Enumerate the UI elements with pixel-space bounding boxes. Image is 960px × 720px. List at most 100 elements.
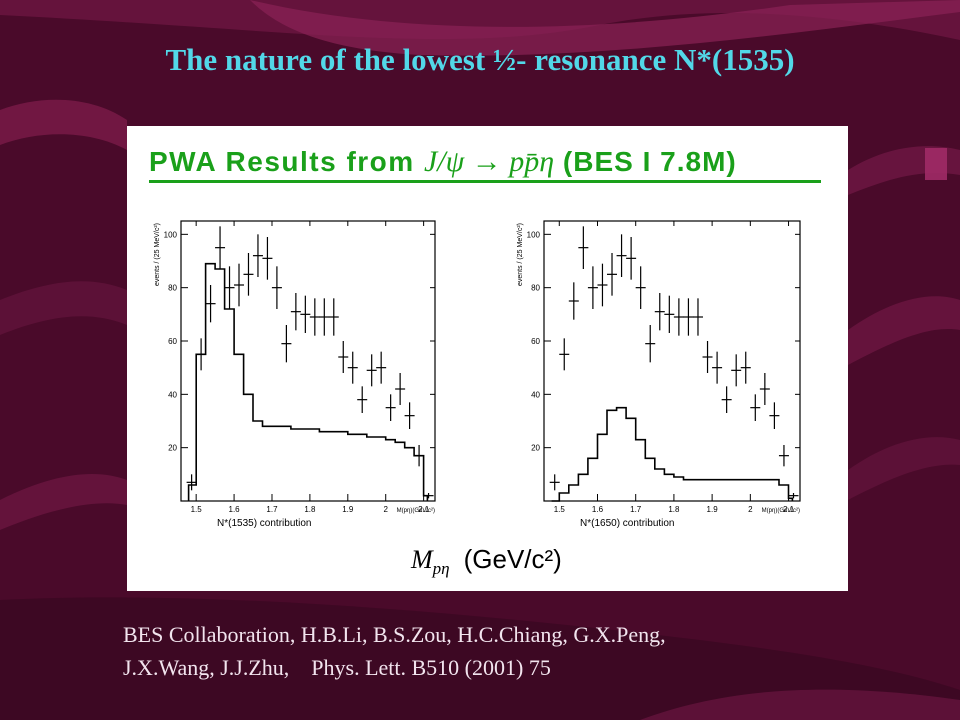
x-tick-label: 1.6 [592, 505, 604, 514]
y-axis-label: events / (25 MeV/c²) [154, 223, 161, 286]
figure-title: PWA Results from J/ψ → pp̄η (BES I 7.8M) [149, 145, 737, 178]
data-point [673, 298, 684, 336]
plots-group: 1.5 1.6 1.7 1.8 1.9 2 2.1 20 40 60 80 100 N*(1535) c… [154, 220, 801, 529]
data-point [300, 295, 311, 333]
data-point [654, 293, 665, 331]
data-point [769, 402, 780, 429]
data-point [635, 266, 646, 309]
y-tick-label: 100 [164, 230, 178, 239]
data-point [664, 295, 675, 333]
data-point [262, 237, 273, 280]
x-axis-label-right: M(pη)(GeV/c²) [762, 508, 800, 514]
data-point [309, 298, 320, 336]
data-point [205, 285, 216, 323]
data-point [357, 386, 368, 413]
shared-xlabel-subscript: pη [432, 559, 450, 578]
citation: BES Collaboration, H.B.Li, B.S.Zou, H.C.… [123, 618, 923, 684]
data-point [626, 237, 637, 280]
shared-xlabel-unit: (GeV/c²) [464, 544, 562, 574]
data-point [395, 373, 406, 405]
data-point [702, 341, 713, 373]
y-tick-label: 100 [527, 230, 541, 239]
x-tick-label: 1.9 [707, 505, 719, 514]
figure-title-suffix: (BES I 7.8M) [554, 146, 737, 177]
fit-histogram [551, 406, 794, 502]
plot-frame [180, 220, 436, 502]
figure-title-prefix: PWA Results from [149, 146, 424, 177]
x-tick-label: 1.8 [304, 505, 316, 514]
plot-frame [543, 220, 801, 502]
data-point [692, 298, 703, 336]
data-point [366, 354, 377, 387]
data-point [234, 263, 245, 307]
data-point [587, 266, 598, 309]
data-point [319, 298, 330, 336]
data-point [607, 253, 618, 296]
data-point [243, 253, 254, 296]
x-tick-label: 2.1 [418, 505, 430, 514]
x-tick-label: 1.5 [554, 505, 566, 514]
data-point [740, 351, 751, 384]
y-tick-label: 40 [168, 390, 177, 399]
data-point [376, 351, 387, 384]
data-point [385, 394, 396, 421]
data-point [271, 266, 282, 309]
figure-title-rule [149, 180, 821, 183]
x-tick-label: 1.7 [266, 505, 278, 514]
pwa-figure: PWA Results from J/ψ → pp̄η (BES I 7.8M)… [149, 145, 821, 578]
shared-xlabel-symbol: M [410, 545, 434, 574]
y-tick-label: 80 [168, 284, 177, 293]
fit-histogram [187, 262, 429, 501]
data-point [328, 298, 339, 336]
data-point [731, 354, 742, 387]
data-point [616, 234, 627, 277]
data-point [788, 493, 799, 499]
chart-1: 1.5 1.6 1.7 1.8 1.9 2 2.1 20 40 60 80 100 N*(1535) c… [154, 220, 436, 529]
figure-title-reaction: J/ψ → pp̄η [424, 145, 554, 178]
y-tick-label: 40 [531, 390, 540, 399]
citation-line-2: J.X.Wang, J.J.Zhu, Phys. Lett. B510 (200… [123, 655, 551, 680]
slide-title: The nature of the lowest ½- resonance N*… [165, 42, 795, 77]
x-tick-label: 2 [383, 505, 388, 514]
citation-line-1: BES Collaboration, H.B.Li, B.S.Zou, H.C.… [123, 622, 666, 647]
figure-panel: PWA Results from J/ψ → pp̄η (BES I 7.8M)… [127, 126, 848, 591]
shared-xlabel: Mpη (GeV/c²) [410, 544, 562, 578]
data-point [645, 325, 656, 363]
data-point [404, 402, 415, 429]
y-axis-label: events / (25 MeV/c²) [517, 223, 524, 286]
data-point [252, 234, 263, 277]
data-point [281, 325, 292, 363]
data-point [750, 394, 761, 421]
data-point [559, 338, 570, 371]
y-tick-label: 20 [531, 444, 540, 453]
data-point [568, 282, 579, 320]
x-tick-label: 2 [748, 505, 753, 514]
x-tick-label: 1.5 [191, 505, 203, 514]
x-tick-label: 1.9 [342, 505, 354, 514]
x-tick-label: 1.6 [229, 505, 241, 514]
data-point [347, 351, 358, 384]
y-tick-label: 20 [168, 444, 177, 453]
y-tick-label: 80 [531, 284, 540, 293]
data-point [778, 445, 789, 467]
data-point [215, 226, 226, 269]
x-axis-label: N*(1535) contribution [217, 518, 312, 529]
x-axis-label: N*(1650) contribution [580, 518, 675, 529]
data-point [290, 293, 301, 331]
x-tick-label: 1.7 [630, 505, 642, 514]
data-point [186, 474, 197, 491]
x-axis-label-right: M(pη)(GeV/c²) [397, 508, 435, 514]
y-tick-label: 60 [531, 337, 540, 346]
data-point [597, 263, 608, 307]
y-tick-label: 60 [168, 337, 177, 346]
data-point [721, 386, 732, 413]
data-point [338, 341, 349, 373]
chart-2: 1.5 1.6 1.7 1.8 1.9 2 2.1 20 40 60 80 100 N*(1650) c… [517, 220, 801, 529]
data-point [759, 373, 770, 405]
data-point [549, 474, 560, 491]
data-point [578, 226, 589, 269]
data-point [683, 298, 694, 336]
x-tick-label: 2.1 [783, 505, 795, 514]
x-tick-label: 1.8 [668, 505, 680, 514]
data-point [224, 266, 235, 309]
